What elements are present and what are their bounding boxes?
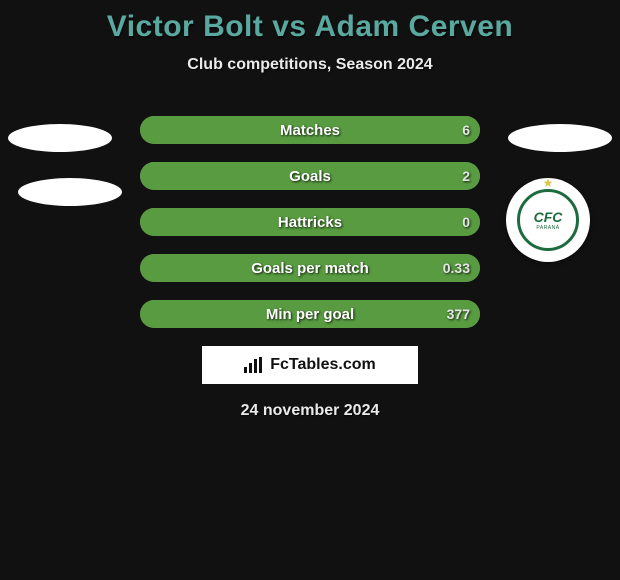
stat-label: Hattricks [140, 208, 480, 236]
vs-text: vs [272, 10, 306, 43]
page-title: Victor Bolt vs Adam Cerven [0, 0, 620, 44]
branding-box: FcTables.com [202, 346, 418, 384]
stat-row: Goals2 [140, 162, 480, 190]
stat-row: Min per goal377 [140, 300, 480, 328]
club-badge-text: CFC [534, 209, 563, 225]
stat-right-value: 2 [462, 162, 470, 190]
date-text: 24 november 2024 [0, 402, 620, 420]
stat-row: Hattricks0 [140, 208, 480, 236]
star-icon: ★ [543, 176, 554, 190]
stat-row: Matches6 [140, 116, 480, 144]
stat-label: Matches [140, 116, 480, 144]
stat-label: Goals per match [140, 254, 480, 282]
stat-right-value: 377 [447, 300, 470, 328]
club-badge-inner: ★ CFC PARANÁ [517, 189, 579, 251]
club-badge-sub: PARANÁ [536, 225, 559, 231]
stats-block: Matches6Goals2Hattricks0Goals per match0… [140, 116, 480, 328]
decor-ellipse-left-2 [18, 178, 122, 206]
club-badge: ★ CFC PARANÁ [506, 178, 590, 262]
decor-ellipse-right-1 [508, 124, 612, 152]
stat-label: Min per goal [140, 300, 480, 328]
decor-ellipse-left-1 [8, 124, 112, 152]
player2-name: Adam Cerven [314, 10, 513, 43]
subtitle: Club competitions, Season 2024 [0, 56, 620, 74]
player1-name: Victor Bolt [107, 10, 264, 43]
branding-label: FcTables.com [270, 356, 376, 374]
stat-right-value: 0 [462, 208, 470, 236]
stat-right-value: 6 [462, 116, 470, 144]
chart-icon [244, 357, 264, 373]
stat-label: Goals [140, 162, 480, 190]
stat-row: Goals per match0.33 [140, 254, 480, 282]
stat-right-value: 0.33 [443, 254, 470, 282]
